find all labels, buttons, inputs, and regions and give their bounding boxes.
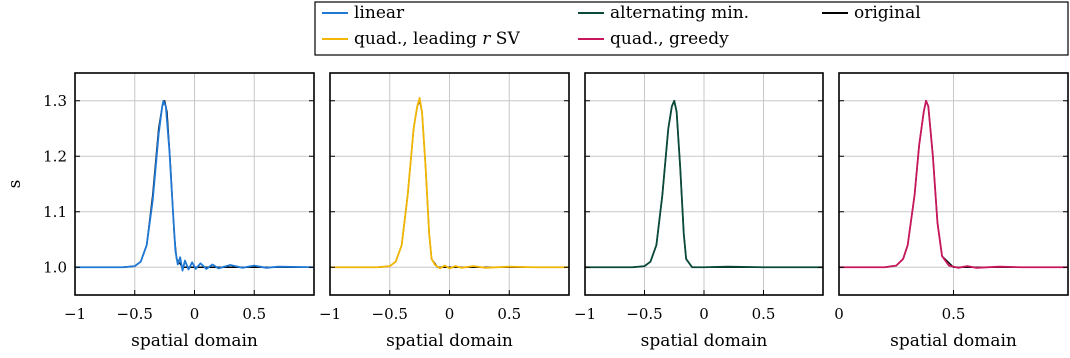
x-axis-label: spatial domain (131, 331, 258, 351)
y-axis-label: s (5, 180, 25, 189)
series-line-alternating-min- (585, 99, 823, 269)
series-line-quad-leading-r-sv (330, 97, 569, 270)
legend-box (314, 1, 1069, 56)
legend-label-quadsv: quad., leading r SV (354, 29, 520, 49)
legend-entry-quadgreedy: quad., greedy (578, 29, 729, 49)
chart-panel-2: −1 −0.5 0 0.5 spatial domain (319, 72, 570, 351)
x-tick-label: −0.5 (372, 305, 408, 323)
x-axis-label: spatial domain (386, 331, 513, 351)
legend-entry-quadsv: quad., leading r SV (322, 29, 520, 49)
y-tick-label: 1.1 (43, 203, 67, 221)
legend-entry-original: original (822, 3, 921, 23)
chart-panel-1: −1 −0.5 0 0.5 1.0 1.1 1.2 1.3 spatial domain s (5, 72, 315, 351)
series-line-quad-greedy (839, 99, 1068, 269)
legend-label-linear: linear (354, 3, 405, 23)
x-tick-label: −0.5 (117, 305, 153, 323)
x-axis-label: spatial domain (641, 331, 768, 351)
x-tick-label: 0 (699, 305, 709, 323)
x-tick-label: −1 (319, 305, 341, 323)
legend-label-altmin: alternating min. (610, 3, 749, 23)
x-tick-label: 0.5 (497, 305, 521, 323)
x-tick-label: 0.5 (942, 305, 966, 323)
legend-label-quadgreedy: quad., greedy (610, 29, 729, 49)
legend-label-original: original (854, 3, 921, 23)
x-axis-label: spatial domain (890, 331, 1017, 351)
chart-panel-3: −1 −0.5 0 0.5 spatial domain (574, 72, 824, 351)
x-tick-label: 0.5 (242, 305, 266, 323)
x-tick-label: 0 (834, 305, 844, 323)
x-tick-label: 0.5 (752, 305, 776, 323)
x-tick-label: 0 (445, 305, 455, 323)
x-tick-label: −1 (64, 305, 86, 323)
x-tick-label: −1 (574, 305, 596, 323)
x-tick-label: 0 (190, 305, 200, 323)
y-tick-label: 1.0 (43, 258, 67, 276)
series-line-linear (75, 99, 314, 272)
x-tick-label: −0.5 (626, 305, 662, 323)
chart-panel-4: 0 0.5 spatial domain (834, 72, 1069, 351)
y-tick-label: 1.2 (43, 147, 67, 165)
y-tick-label: 1.3 (43, 92, 67, 110)
legend-entry-altmin: alternating min. (578, 3, 749, 23)
legend-entry-linear: linear (322, 3, 405, 23)
legend: linear alternating min. original quad., lea… (314, 1, 1069, 56)
